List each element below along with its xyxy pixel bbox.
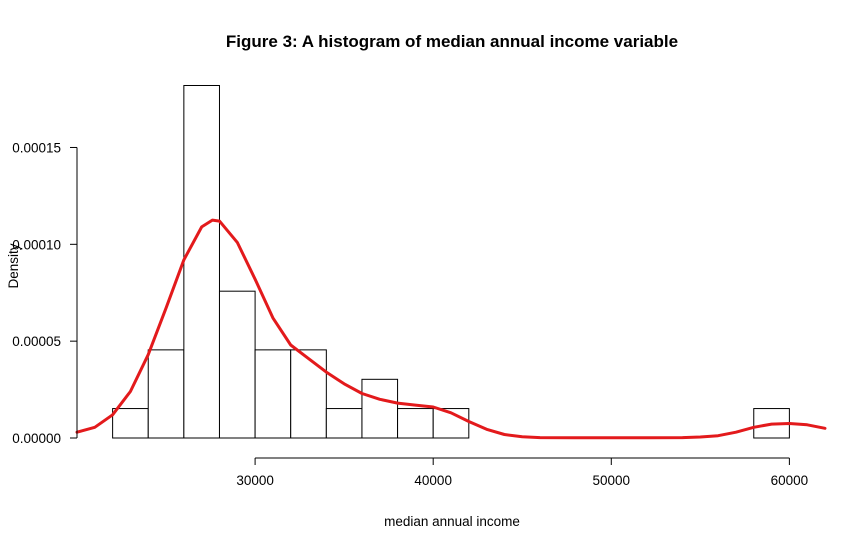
x-tick-label: 30000 bbox=[236, 473, 274, 488]
histogram-bar bbox=[183, 84, 220, 439]
histogram-bar bbox=[147, 349, 185, 439]
histogram-bar bbox=[361, 378, 399, 439]
histogram-bar bbox=[397, 408, 434, 439]
y-tick-label: 0.00010 bbox=[12, 237, 61, 252]
x-tick-label: 60000 bbox=[771, 473, 809, 488]
density-curve bbox=[75, 218, 827, 440]
x-tick-label: 50000 bbox=[593, 473, 631, 488]
x-tick-label: 40000 bbox=[414, 473, 452, 488]
x-axis: 30000 40000 50000 60000 bbox=[236, 457, 809, 488]
histogram-bar bbox=[254, 349, 292, 439]
y-tick-label: 0.00015 bbox=[12, 140, 61, 155]
y-axis: 0.00000 0.00005 0.00010 0.00015 bbox=[12, 140, 78, 446]
histogram-bar bbox=[218, 290, 256, 439]
y-tick-label: 0.00005 bbox=[12, 334, 61, 349]
x-axis-title: median annual income bbox=[384, 514, 520, 529]
y-axis-title: Density bbox=[6, 243, 21, 288]
histogram-bars bbox=[112, 84, 790, 439]
y-tick-label: 0.00000 bbox=[12, 431, 61, 446]
chart-title: Figure 3: A histogram of median annual i… bbox=[226, 32, 678, 51]
histogram-bar bbox=[290, 349, 327, 439]
histogram-bar bbox=[112, 408, 149, 439]
histogram-bar bbox=[325, 408, 363, 439]
